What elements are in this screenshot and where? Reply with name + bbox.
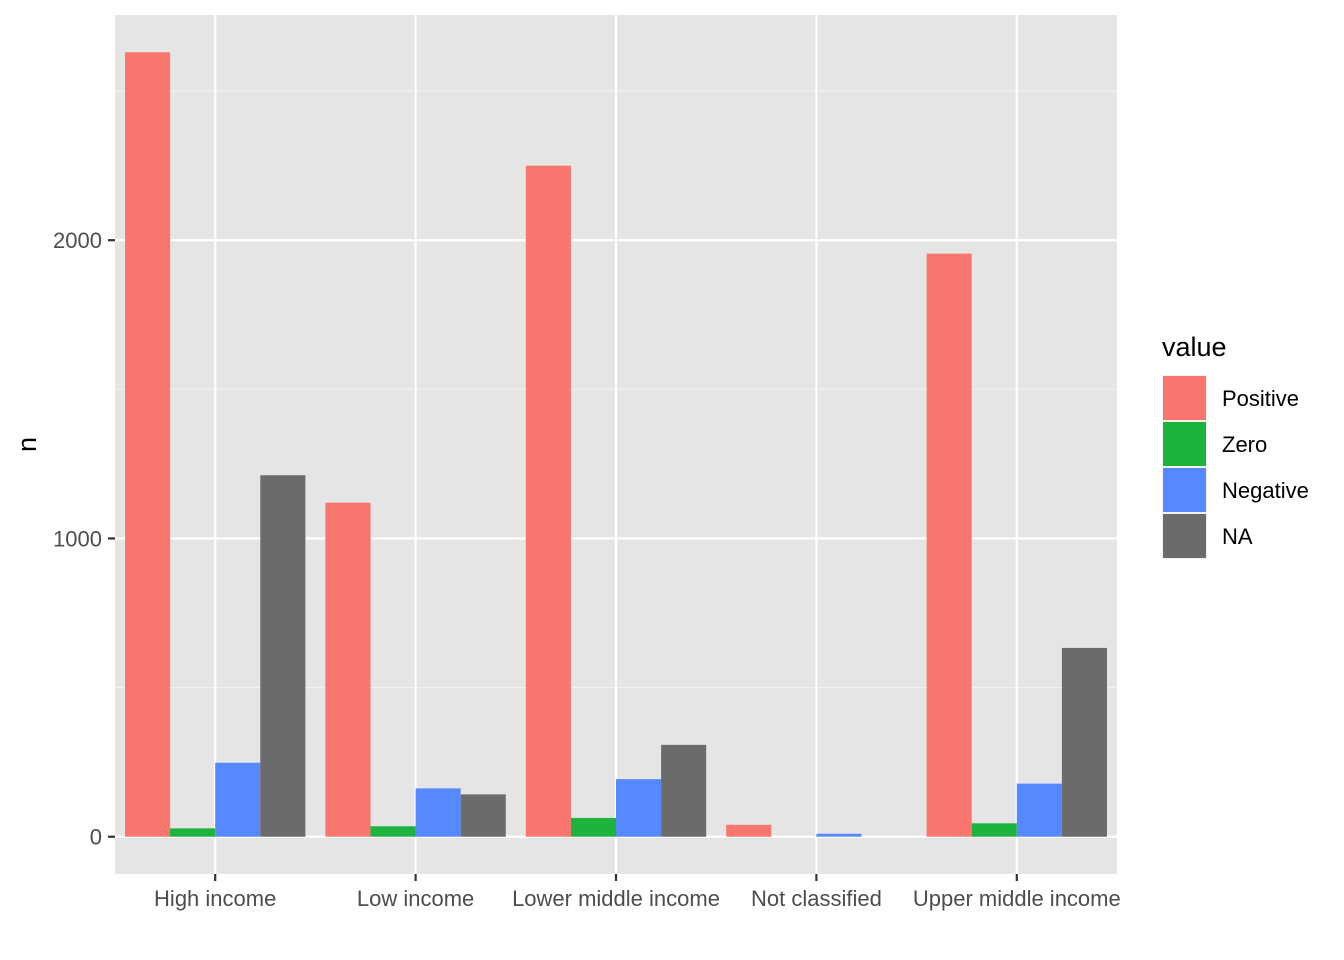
legend-swatch-zero [1163,422,1206,466]
x-tick-label: Lower middle income [512,886,720,911]
bar-positive-not-classified [726,824,772,837]
legend: value Positive Zero Negative NA [1162,332,1309,559]
bar-negative-not-classified [816,833,862,837]
legend-swatch-positive [1163,376,1206,420]
legend-swatch-na [1163,514,1206,558]
bar-zero-high-income [170,828,216,837]
y-axis: 0 1000 2000 [53,228,115,850]
bar-na-low-income [460,794,506,837]
bar-negative-high-income [215,762,261,837]
bar-negative-upper-middle-income [1016,783,1062,837]
legend-label-negative: Negative [1222,478,1309,503]
bar-positive-high-income [125,52,171,837]
legend-label-na: NA [1222,524,1253,549]
x-axis: High income Low income Lower middle income… [154,874,1121,911]
x-tick-label: Not classified [751,886,882,911]
legend-label-zero: Zero [1222,432,1267,457]
y-tick-label: 0 [90,825,102,850]
bar-na-upper-middle-income [1061,647,1107,837]
x-tick-label: High income [154,886,276,911]
bar-zero-low-income [370,826,416,837]
bar-negative-low-income [415,788,461,837]
x-tick-label: Upper middle income [913,886,1121,911]
y-tick-label: 2000 [53,228,102,253]
bar-positive-low-income [325,502,371,837]
legend-title: value [1162,332,1227,362]
bar-positive-upper-middle-income [926,253,972,837]
bar-positive-lower-middle-income [525,165,571,837]
y-axis-label: n [12,437,42,452]
bars [125,52,1107,837]
y-tick-label: 1000 [53,526,102,551]
x-tick-label: Low income [357,886,474,911]
bar-na-high-income [260,475,306,837]
bar-zero-lower-middle-income [570,817,616,837]
legend-swatch-negative [1163,468,1206,512]
bar-zero-upper-middle-income [971,823,1017,837]
legend-label-positive: Positive [1222,386,1299,411]
bar-na-lower-middle-income [661,744,707,837]
bar-negative-lower-middle-income [616,779,662,837]
